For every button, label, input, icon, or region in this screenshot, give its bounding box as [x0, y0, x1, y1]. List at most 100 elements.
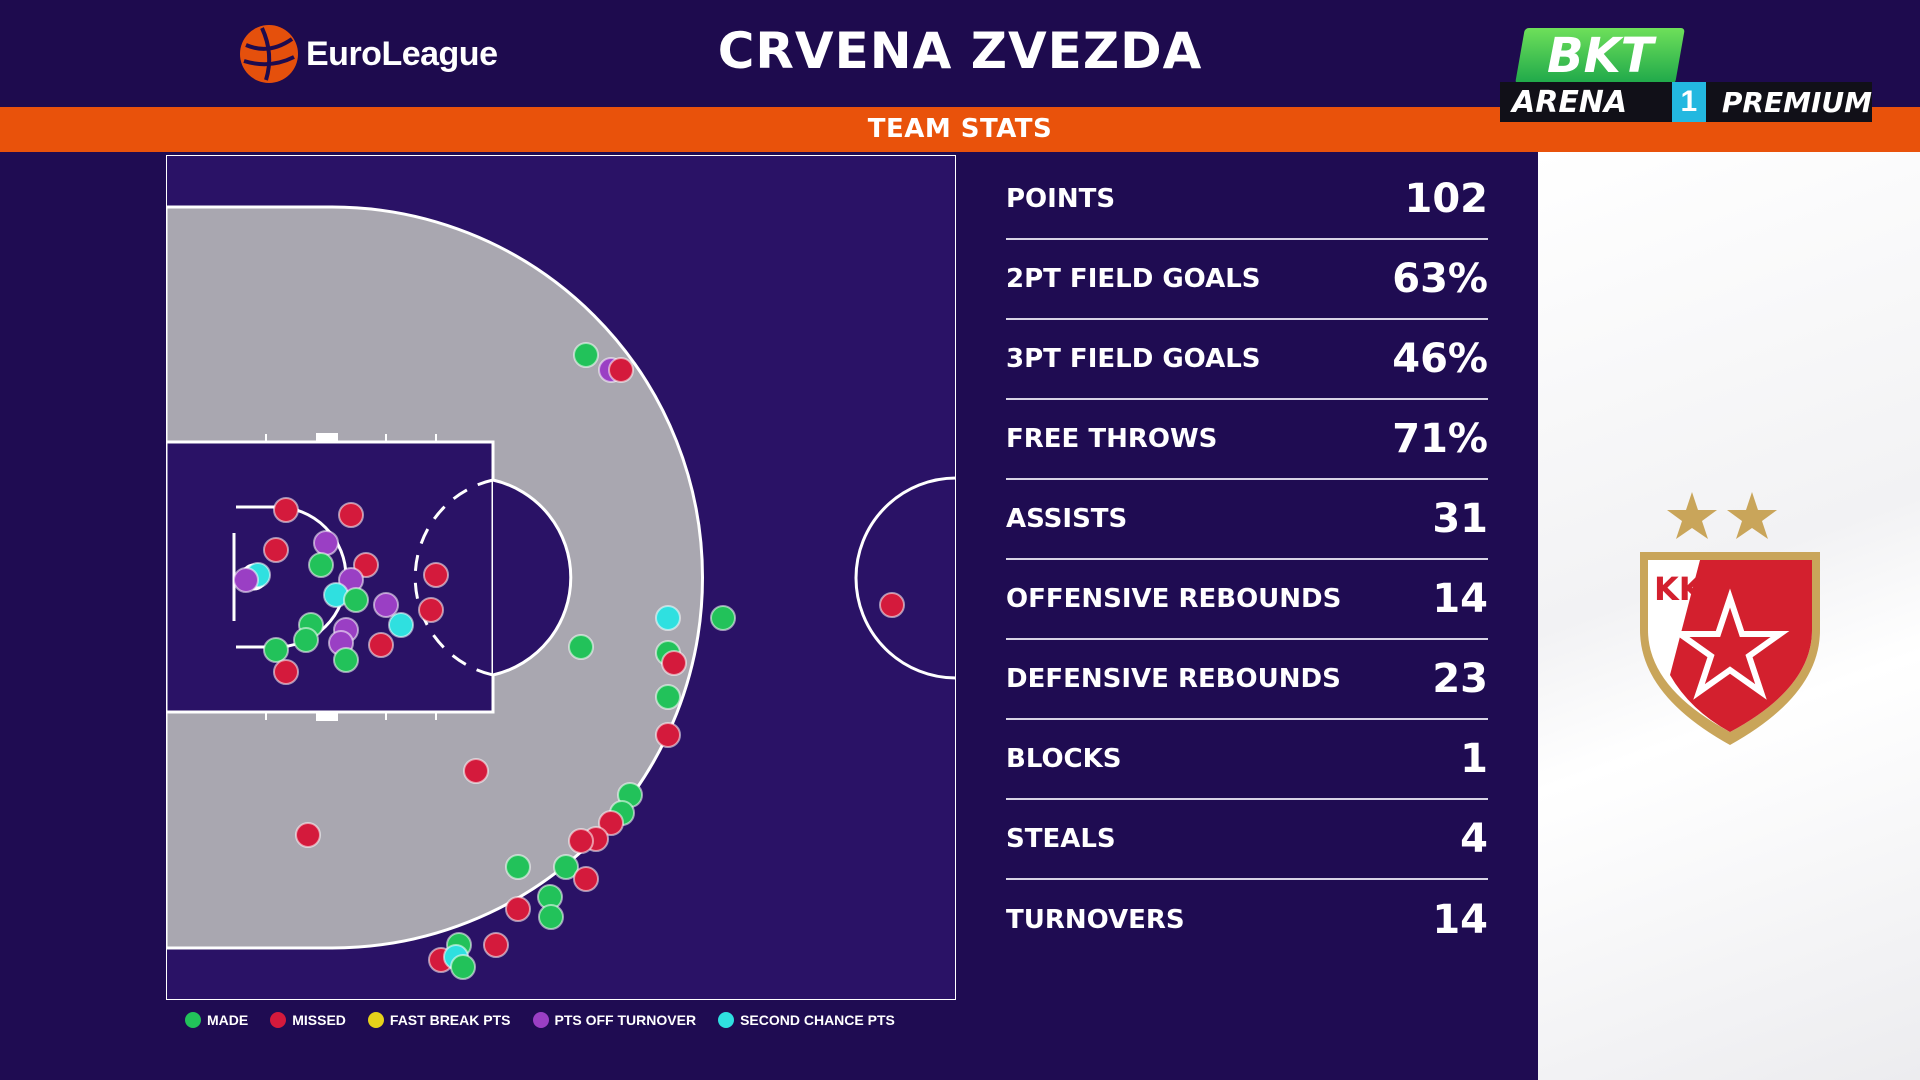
- stat-row: 2PT FIELD GOALS 63%: [1006, 240, 1488, 320]
- stat-label: TURNOVERS: [1006, 905, 1185, 935]
- legend-label: MISSED: [292, 1012, 346, 1028]
- bkt-badge: BKT: [1515, 28, 1685, 84]
- shot-marker-made: [333, 647, 359, 673]
- shot-marker-made: [655, 684, 681, 710]
- stat-label: 3PT FIELD GOALS: [1006, 344, 1261, 374]
- stat-row: FREE THROWS 71%: [1006, 400, 1488, 480]
- shot-marker-turnover: [313, 530, 339, 556]
- shot-marker-missed: [423, 562, 449, 588]
- euroleague-logo: EuroLeague: [240, 24, 498, 84]
- lane-mark: [316, 712, 338, 721]
- section-banner: TEAM STATS: [0, 107, 1920, 152]
- legend-dot: [532, 1012, 549, 1028]
- broadcaster-logo: BKT ARENA 1 PREMIUM: [1500, 20, 1877, 122]
- shot-marker-made: [308, 552, 334, 578]
- shot-marker-missed: [463, 758, 489, 784]
- league-name: EuroLeague: [306, 34, 498, 73]
- shot-marker-missed: [483, 932, 509, 958]
- stat-row: TURNOVERS 14: [1006, 880, 1488, 960]
- free-throw-arc: [492, 478, 573, 677]
- shot-marker-missed: [418, 597, 444, 623]
- stat-label: POINTS: [1006, 184, 1116, 214]
- stat-value: 1: [1460, 736, 1488, 782]
- basketball-icon: [240, 25, 298, 83]
- court-svg: [164, 154, 957, 1001]
- stat-row: ASSISTS 31: [1006, 480, 1488, 560]
- lane-mark: [316, 433, 338, 442]
- shot-marker-missed: [655, 722, 681, 748]
- shot-marker-made: [450, 954, 476, 980]
- stat-row: POINTS 102: [1006, 160, 1488, 240]
- shot-marker-second: [655, 605, 681, 631]
- stat-label: ASSISTS: [1006, 504, 1128, 534]
- legend-label: FAST BREAK PTS: [389, 1012, 511, 1028]
- shot-marker-made: [293, 627, 319, 653]
- legend-item-fastbreak: FAST BREAK PTS: [367, 1012, 511, 1028]
- shot-marker-made: [263, 637, 289, 663]
- stat-value: 63%: [1392, 256, 1488, 302]
- shot-marker-made: [343, 587, 369, 613]
- stats-table: POINTS 102 2PT FIELD GOALS 63% 3PT FIELD GOA…: [1006, 160, 1488, 960]
- stat-label: DEFENSIVE REBOUNDS: [1006, 664, 1341, 694]
- free-throw-arc-dashed: [413, 478, 494, 677]
- stat-value: 4: [1460, 816, 1488, 862]
- arena-label: ARENA: [1512, 84, 1628, 120]
- shot-marker-missed: [273, 659, 299, 685]
- shot-marker-missed: [368, 632, 394, 658]
- shot-marker-made: [538, 904, 564, 930]
- legend-item-made: MADE: [185, 1012, 248, 1028]
- shot-markers: [233, 342, 905, 980]
- bkt-brand: BKT: [1546, 28, 1654, 84]
- shot-marker-missed: [505, 896, 531, 922]
- section-title: TEAM STATS: [867, 114, 1053, 144]
- channel-number: 1: [1671, 82, 1706, 122]
- shot-marker-turnover: [373, 592, 399, 618]
- stat-label: FREE THROWS: [1006, 424, 1218, 454]
- stat-row: STEALS 4: [1006, 800, 1488, 880]
- legend-dot: [185, 1012, 201, 1028]
- stat-value: 23: [1432, 656, 1488, 702]
- shot-chart: [164, 154, 957, 1001]
- stat-label: OFFENSIVE REBOUNDS: [1006, 584, 1342, 614]
- shot-marker-missed: [273, 497, 299, 523]
- team-crest-panel: KK: [1538, 152, 1920, 1080]
- shot-marker-missed: [598, 810, 624, 836]
- shot-marker-made: [710, 605, 736, 631]
- shot-marker-missed: [661, 650, 687, 676]
- shot-marker-made: [505, 854, 531, 880]
- legend-label: SECOND CHANCE PTS: [740, 1012, 895, 1028]
- stat-row: 3PT FIELD GOALS 46%: [1006, 320, 1488, 400]
- stat-row: BLOCKS 1: [1006, 720, 1488, 800]
- svg-text:KK: KK: [1654, 570, 1705, 608]
- stat-label: BLOCKS: [1006, 744, 1122, 774]
- shot-marker-turnover: [233, 567, 259, 593]
- chart-legend: MADE MISSED FAST BREAK PTS PTS OFF TURNOVER…: [185, 1006, 917, 1034]
- stat-row: OFFENSIVE REBOUNDS 14: [1006, 560, 1488, 640]
- shot-marker-missed: [568, 828, 594, 854]
- shot-marker-made: [573, 342, 599, 368]
- stat-label: 2PT FIELD GOALS: [1006, 264, 1261, 294]
- tier-label: PREMIUM: [1721, 85, 1872, 119]
- legend-label: PTS OFF TURNOVER: [554, 1012, 697, 1028]
- legend-dot: [718, 1012, 735, 1028]
- legend-label: MADE: [207, 1012, 249, 1028]
- stat-value: 14: [1432, 897, 1488, 943]
- stat-row: DEFENSIVE REBOUNDS 23: [1006, 640, 1488, 720]
- legend-dot: [367, 1012, 384, 1028]
- channel-strip: ARENA 1 PREMIUM: [1500, 82, 1872, 122]
- shot-marker-missed: [608, 357, 634, 383]
- shot-marker-missed: [295, 822, 321, 848]
- legend-item-turnover: PTS OFF TURNOVER: [532, 1012, 697, 1028]
- shot-marker-missed: [263, 537, 289, 563]
- stat-value: 31: [1432, 496, 1488, 542]
- shot-marker-second: [388, 612, 414, 638]
- stat-value: 46%: [1392, 336, 1488, 382]
- legend-item-missed: MISSED: [270, 1012, 346, 1028]
- shot-marker-made: [553, 854, 579, 880]
- stat-value: 102: [1404, 176, 1489, 222]
- stat-label: STEALS: [1006, 824, 1116, 854]
- shot-marker-made: [568, 634, 594, 660]
- legend-dot: [270, 1012, 287, 1028]
- shot-marker-missed: [338, 502, 364, 528]
- center-circle: [854, 476, 957, 680]
